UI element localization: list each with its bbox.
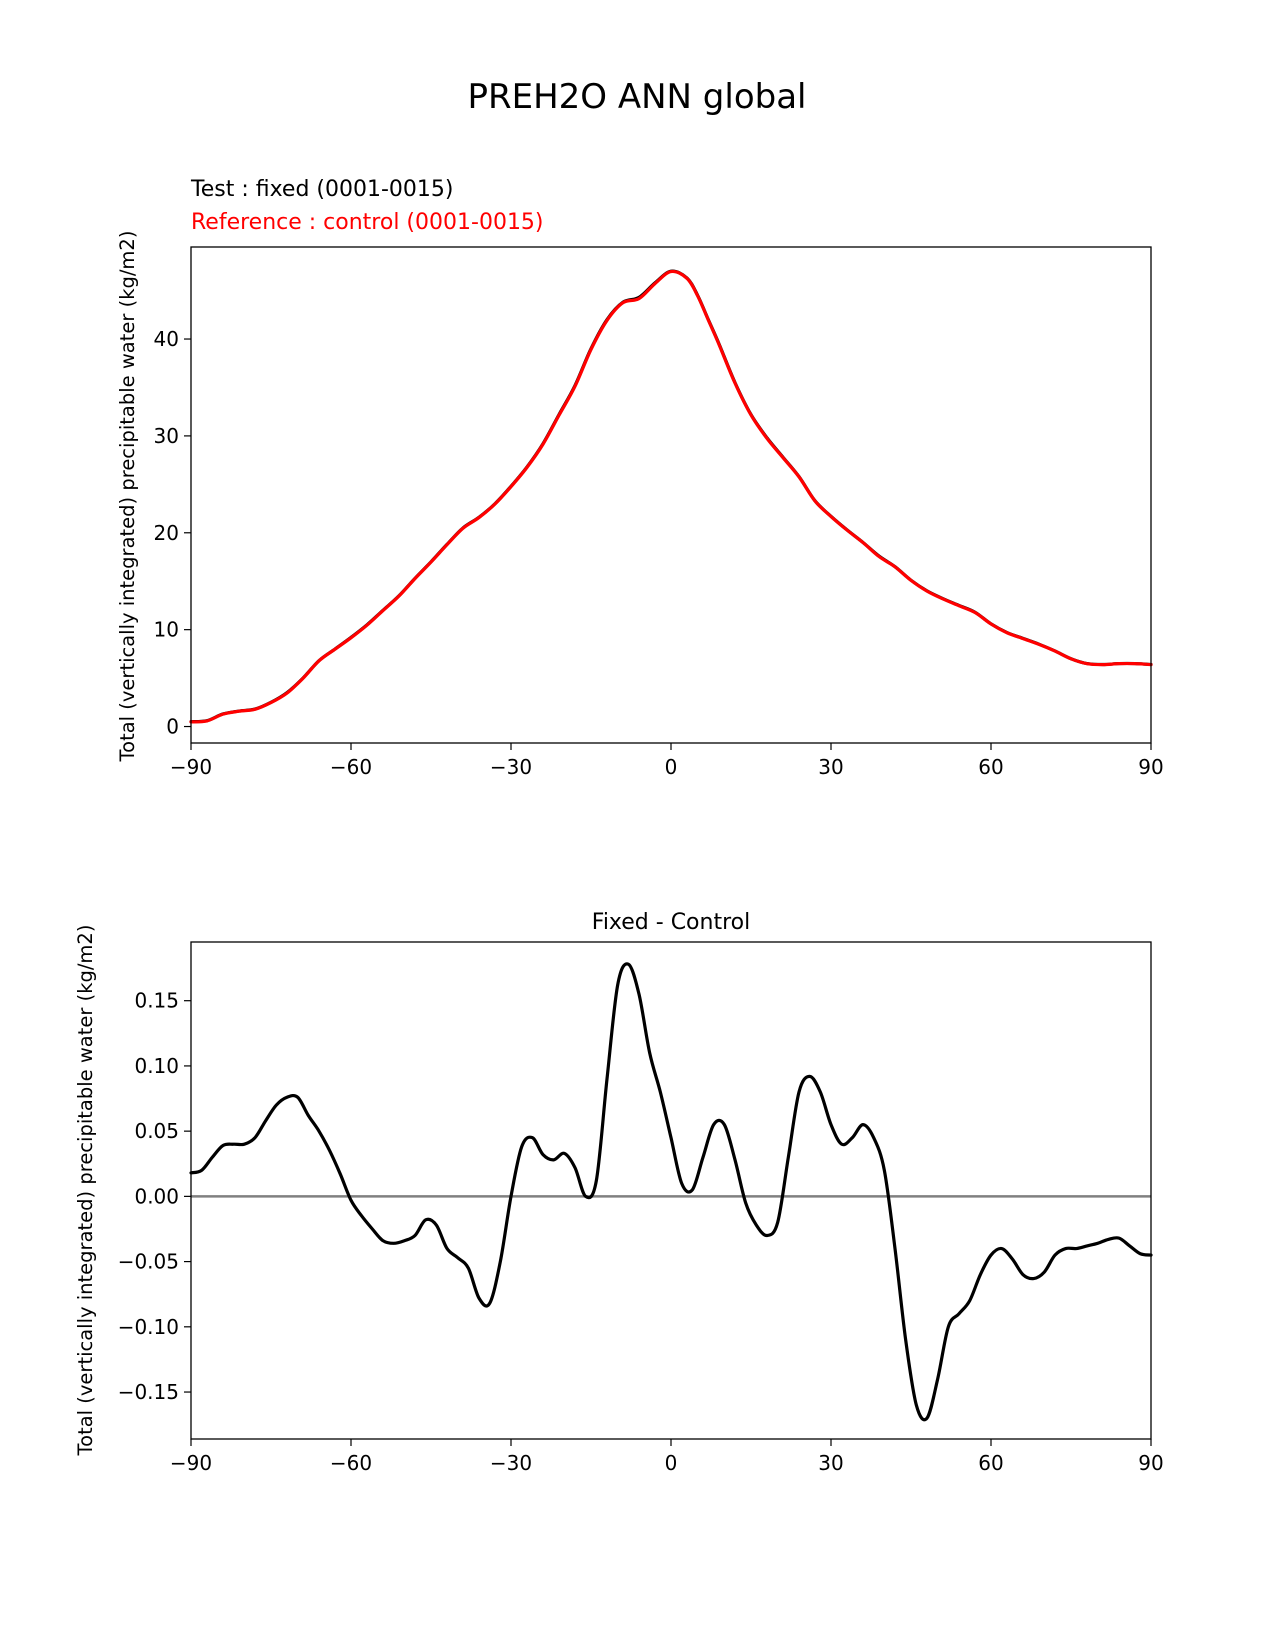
- bottom-y-tick-label: 0.15: [134, 989, 179, 1013]
- bottom-y-tick-label: −0.15: [118, 1380, 179, 1404]
- bottom-y-tick-label: 0.00: [134, 1184, 179, 1208]
- top-y-axis-label: Total (vertically integrated) precipitab…: [116, 231, 139, 763]
- top-x-tick-label: 60: [978, 755, 1003, 779]
- test-label: Test : fixed (0001-0015): [190, 177, 454, 202]
- top-y-tick-label: 20: [154, 521, 179, 545]
- bottom-y-tick-label: −0.10: [118, 1315, 179, 1339]
- bottom-x-tick-label: −90: [170, 1451, 212, 1475]
- bottom-y-tick-label: −0.05: [118, 1250, 179, 1274]
- top-x-tick-label: 0: [665, 755, 678, 779]
- top-y-tick-label: 40: [154, 327, 179, 351]
- top-x-tick-label: −90: [170, 755, 212, 779]
- bottom-x-tick-label: 60: [978, 1451, 1003, 1475]
- bottom-panel: Fixed - Control Total (vertically integr…: [74, 910, 1164, 1475]
- top-x-tick-label: 90: [1138, 755, 1163, 779]
- top-axes-ticks: −90 −60 −30 0 30 60 90 0 10 20 30 40: [154, 327, 1164, 779]
- top-plot-frame: [190, 246, 1152, 744]
- top-test-line: [189, 269, 1153, 724]
- difference-title: Fixed - Control: [592, 910, 750, 935]
- bottom-y-tick-label: 0.05: [134, 1119, 179, 1143]
- top-y-tick-label: 10: [154, 618, 179, 642]
- figure-title: PREH2O ANN global: [467, 77, 806, 117]
- bottom-axes-ticks: −90 −60 −30 0 30 60 90 −0.15 −0.10 −0.05 0.00 0.05 0…: [118, 989, 1164, 1475]
- top-plot-lines: [189, 269, 1153, 724]
- bottom-x-tick-label: 0: [665, 1451, 678, 1475]
- top-panel: Test : fixed (0001-0015) Reference : con…: [116, 177, 1164, 779]
- top-x-tick-label: −60: [330, 755, 372, 779]
- top-x-tick-label: 30: [818, 755, 843, 779]
- bottom-y-tick-label: 0.10: [134, 1054, 179, 1078]
- bottom-difference-line: [189, 962, 1153, 1422]
- bottom-x-tick-label: 30: [818, 1451, 843, 1475]
- top-y-tick-label: 0: [166, 715, 179, 739]
- top-reference-line: [189, 269, 1153, 724]
- bottom-x-tick-label: 90: [1138, 1451, 1163, 1475]
- bottom-plot-lines: [189, 962, 1153, 1422]
- reference-label: Reference : control (0001-0015): [191, 210, 544, 235]
- top-y-tick-label: 30: [154, 424, 179, 448]
- bottom-x-tick-label: −60: [330, 1451, 372, 1475]
- top-x-tick-label: −30: [490, 755, 532, 779]
- bottom-plot-frame: [190, 941, 1152, 1440]
- bottom-x-tick-label: −30: [490, 1451, 532, 1475]
- bottom-y-axis-label: Total (vertically integrated) precipitab…: [74, 925, 97, 1457]
